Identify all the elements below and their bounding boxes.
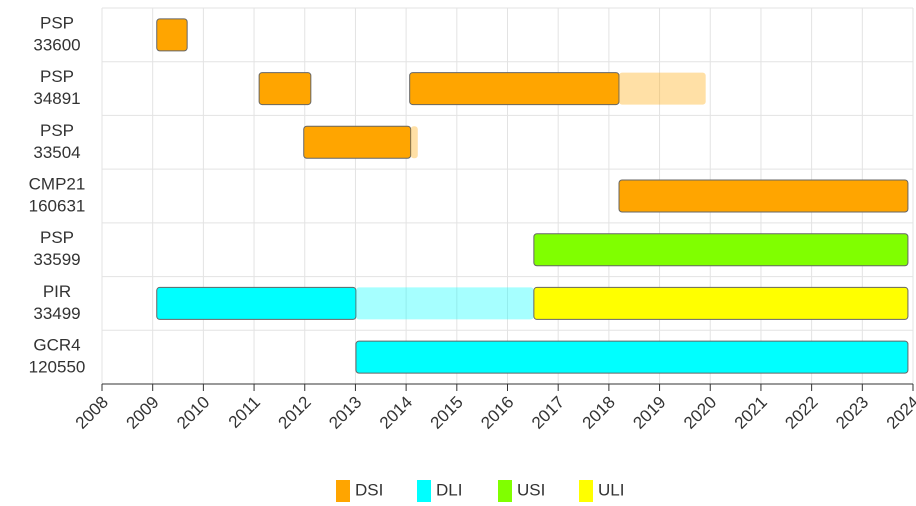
legend-label: ULI — [598, 480, 624, 499]
bar — [409, 72, 620, 106]
x-tick-label: 2014 — [376, 393, 416, 433]
category-label: PIR — [43, 282, 71, 301]
legend-swatch — [579, 480, 593, 502]
x-tick-label: 2023 — [832, 393, 872, 433]
category-label: CMP21 — [29, 174, 86, 193]
category-label: PSP — [40, 13, 74, 32]
bar — [258, 72, 312, 106]
bar — [618, 179, 909, 213]
bar — [410, 126, 418, 159]
category-label: PSP — [40, 121, 74, 140]
legend-label: DLI — [436, 480, 462, 499]
legend-swatch — [336, 480, 350, 502]
x-tick-label: 2015 — [427, 393, 467, 433]
category-label: 33504 — [33, 143, 80, 162]
category-label: GCR4 — [33, 336, 80, 355]
category-label: 33600 — [33, 35, 80, 54]
legend-label: USI — [517, 480, 545, 499]
x-tick-label: 2009 — [123, 393, 163, 433]
x-tick-label: 2019 — [629, 393, 669, 433]
legend-label: DSI — [355, 480, 383, 499]
x-tick-label: 2010 — [173, 393, 213, 433]
x-tick-label: 2013 — [325, 393, 365, 433]
bar — [156, 286, 357, 320]
x-tick-label: 2022 — [781, 393, 821, 433]
legend-swatch — [498, 480, 512, 502]
x-tick-label: 2011 — [225, 393, 264, 432]
bar — [533, 233, 909, 267]
bar — [533, 286, 909, 320]
bar — [355, 340, 909, 374]
category-label: PSP — [40, 67, 74, 86]
category-label: 34891 — [33, 89, 80, 108]
bar — [156, 18, 188, 52]
x-tick-label: 2008 — [72, 393, 112, 433]
x-tick-label: 2018 — [579, 393, 619, 433]
x-tick-label: 2016 — [477, 393, 517, 433]
bar — [303, 125, 412, 159]
legend-swatch — [417, 480, 431, 502]
category-label: PSP — [40, 228, 74, 247]
category-label: 33599 — [33, 250, 80, 269]
x-tick-label: 2024 — [883, 393, 916, 433]
x-tick-label: 2021 — [731, 393, 771, 433]
bar — [619, 72, 706, 105]
bar — [355, 287, 534, 320]
category-label: 160631 — [29, 196, 86, 215]
x-tick-label: 2020 — [680, 393, 720, 433]
category-label: 33499 — [33, 304, 80, 323]
x-tick-label: 2017 — [528, 393, 568, 433]
category-label: 120550 — [29, 358, 86, 377]
x-tick-label: 2012 — [275, 393, 315, 433]
